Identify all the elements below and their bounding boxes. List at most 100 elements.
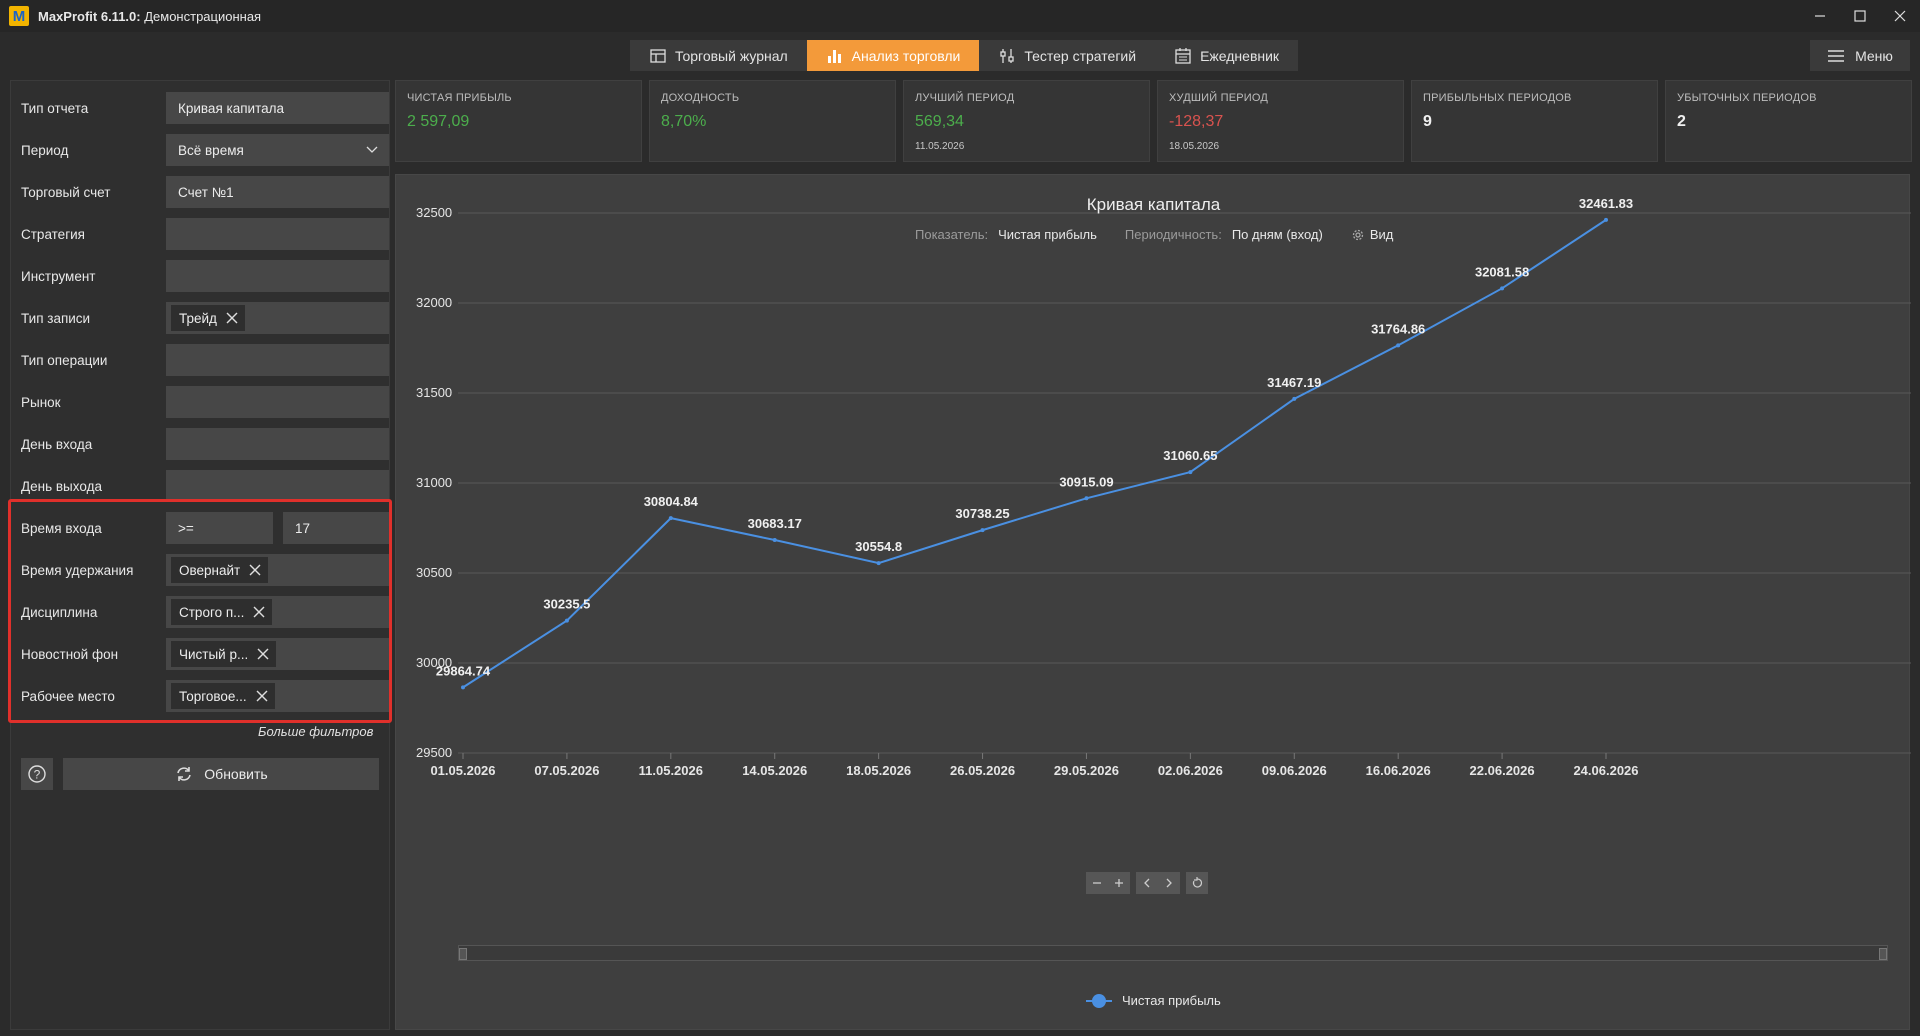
y-tick-label: 31500 (416, 385, 452, 400)
chip-remove-icon[interactable] (248, 563, 262, 577)
refresh-icon (177, 767, 192, 781)
operation-type-field[interactable] (166, 344, 389, 376)
filter-label: День выхода (21, 478, 102, 494)
report-type-field[interactable]: Кривая капитала (166, 92, 389, 124)
kpi-label: УБЫТОЧНЫХ ПЕРИОДОВ (1677, 92, 1817, 104)
hamburger-icon (1828, 49, 1845, 62)
y-tick-label: 29500 (416, 745, 452, 760)
pan-right-button[interactable] (1158, 872, 1180, 894)
filter-label: Новостной фон (21, 646, 119, 662)
periodicity-value[interactable]: По дням (вход) (1231, 227, 1323, 242)
record-type-field[interactable]: Трейд (166, 302, 389, 334)
entry-time-value-field[interactable]: 17 (283, 512, 389, 544)
legend-label: Чистая прибыль (1122, 993, 1221, 1008)
filter-label: Время входа (21, 520, 102, 536)
workplace-field[interactable]: Торговое... (166, 680, 389, 712)
tab-diary[interactable]: Ежедневник (1155, 40, 1298, 71)
chart-legend[interactable]: Чистая прибыль (1086, 993, 1221, 1008)
x-tick-label: 07.05.2026 (534, 763, 599, 778)
reset-zoom-button[interactable] (1186, 872, 1208, 894)
filter-label: Инструмент (21, 268, 96, 284)
y-tick-label: 30500 (416, 565, 452, 580)
data-label: 30554.8 (855, 539, 902, 554)
market-field[interactable] (166, 386, 389, 418)
window-title: MaxProfit 6.11.0: Демонстрационная (38, 8, 262, 24)
filter-label: Тип отчета (21, 100, 89, 116)
data-label: 31467.19 (1267, 375, 1321, 390)
x-tick-label: 01.05.2026 (430, 763, 495, 778)
y-tick-label: 31000 (416, 475, 452, 490)
data-label: 30738.25 (955, 506, 1009, 521)
zoom-in-button[interactable] (1108, 872, 1130, 894)
chip-remove-icon[interactable] (225, 311, 239, 325)
range-end-handle[interactable] (1879, 948, 1887, 960)
filter-chip: Строго п... (171, 599, 273, 625)
data-point (668, 516, 673, 521)
refresh-button[interactable]: Обновить (63, 758, 379, 790)
tab-label: Анализ торговли (851, 47, 961, 64)
view-button[interactable]: Вид (1351, 227, 1393, 242)
kpi-label: ЧИСТАЯ ПРИБЫЛЬ (407, 92, 512, 104)
indicator-label: Показатель: (915, 227, 989, 242)
exit-day-field[interactable] (166, 470, 389, 502)
app-logo-icon: M (9, 6, 29, 26)
close-window-button[interactable] (1880, 0, 1920, 32)
period-select[interactable]: Всё время (166, 134, 389, 166)
title-bar: M MaxProfit 6.11.0: Демонстрационная (0, 0, 1920, 32)
filter-label: Период (21, 142, 69, 158)
range-start-handle[interactable] (459, 948, 467, 960)
filter-entry-time: Время входа >= 17 (21, 512, 389, 544)
chip-label: Строго п... (179, 604, 245, 620)
legend-marker (1086, 993, 1112, 1008)
discipline-field[interactable]: Строго п... (166, 596, 389, 628)
x-tick-label: 18.05.2026 (846, 763, 911, 778)
more-filters-link[interactable]: Больше фильтров (258, 724, 374, 739)
maximize-button[interactable] (1840, 0, 1880, 32)
filter-chip: Трейд (171, 305, 245, 331)
news-field[interactable]: Чистый р... (166, 638, 389, 670)
kpi-net-profit: ЧИСТАЯ ПРИБЫЛЬ 2 597,09 (395, 80, 642, 162)
period-value: Всё время (178, 142, 244, 158)
chip-remove-icon[interactable] (255, 689, 269, 703)
kpi-best-period: ЛУЧШИЙ ПЕРИОД 569,34 11.05.2026 (903, 80, 1150, 162)
x-tick-label: 24.06.2026 (1573, 763, 1638, 778)
minimize-button[interactable] (1800, 0, 1840, 32)
pan-left-button[interactable] (1136, 872, 1158, 894)
chart-range-scrollbar[interactable] (458, 945, 1888, 961)
data-point (1292, 396, 1297, 401)
menu-button[interactable]: Меню (1810, 40, 1910, 71)
account-field[interactable]: Счет №1 (166, 176, 389, 208)
holding-time-field[interactable]: Овернайт (166, 554, 389, 586)
filter-label: День входа (21, 436, 93, 452)
kpi-profitable-periods: ПРИБЫЛЬНЫХ ПЕРИОДОВ 9 (1411, 80, 1658, 162)
kpi-label: ПРИБЫЛЬНЫХ ПЕРИОДОВ (1423, 92, 1572, 104)
maximize-icon (1854, 10, 1866, 22)
equity-curve-chart[interactable]: 29500 30000 30500 31000 31500 32000 32500 01.05… (396, 175, 1911, 1031)
help-icon: ? (28, 765, 46, 783)
tab-trade-analysis[interactable]: Анализ торговли (806, 40, 980, 71)
tab-strategy-tester[interactable]: Тестер стратегий (979, 40, 1155, 71)
chart-zoom-controls (1086, 872, 1208, 894)
kpi-return: ДОХОДНОСТЬ 8,70% (649, 80, 896, 162)
filter-label: Тип операции (21, 352, 108, 368)
chip-label: Чистый р... (179, 646, 249, 662)
data-label: 29864.74 (436, 663, 491, 678)
data-point (1500, 286, 1505, 291)
bar-chart-icon (827, 49, 841, 63)
strategy-field[interactable] (166, 218, 389, 250)
data-label: 31060.65 (1163, 448, 1217, 463)
chip-remove-icon[interactable] (252, 605, 266, 619)
zoom-out-button[interactable] (1086, 872, 1108, 894)
instrument-field[interactable] (166, 260, 389, 292)
filter-record-type: Тип записи Трейд (21, 302, 389, 334)
help-button[interactable]: ? (21, 758, 53, 790)
tab-trade-journal[interactable]: Торговый журнал (630, 40, 807, 71)
filter-report-type: Тип отчета Кривая капитала (21, 92, 389, 124)
entry-time-operator-field[interactable]: >= (166, 512, 273, 544)
chip-label: Трейд (179, 310, 217, 326)
entry-day-field[interactable] (166, 428, 389, 460)
indicator-value[interactable]: Чистая прибыль (998, 227, 1097, 242)
chip-remove-icon[interactable] (256, 647, 270, 661)
y-tick-label: 30000 (416, 655, 452, 670)
x-tick-label: 29.05.2026 (1054, 763, 1119, 778)
